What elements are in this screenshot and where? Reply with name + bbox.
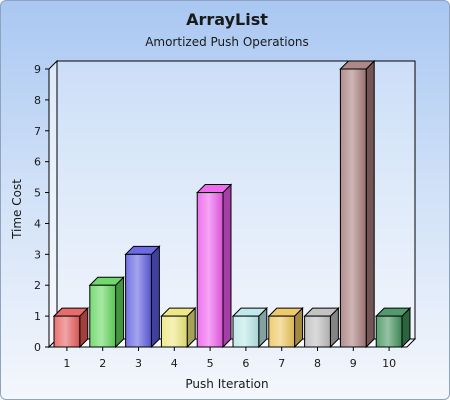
y-tick-label: 1 xyxy=(34,310,41,323)
x-tick-label: 6 xyxy=(242,357,249,370)
x-tick-label: 7 xyxy=(278,357,285,370)
bar xyxy=(231,306,268,349)
x-tick-label: 1 xyxy=(63,357,70,370)
y-tick-label: 3 xyxy=(34,248,41,261)
x-tick-label: 10 xyxy=(382,357,396,370)
x-tick-label: 2 xyxy=(99,357,106,370)
bar-front-face xyxy=(268,315,296,348)
x-tick-label: 4 xyxy=(171,357,178,370)
y-tick-label: 9 xyxy=(34,63,41,76)
bar-side-face xyxy=(150,245,160,349)
plot-side-wall xyxy=(48,59,58,349)
bar-front-face xyxy=(89,284,117,348)
x-tick-label: 5 xyxy=(207,357,214,370)
x-tick-label: 8 xyxy=(314,357,321,370)
x-tick-label: 3 xyxy=(135,357,142,370)
y-tick-label: 4 xyxy=(34,217,41,230)
bar-front-face xyxy=(196,192,224,348)
x-axis-title: Push Iteration xyxy=(185,377,268,391)
bar xyxy=(267,306,304,349)
bar-side-face xyxy=(115,276,125,349)
chart-title: ArrayList xyxy=(186,10,268,29)
y-tick-label: 8 xyxy=(34,94,41,107)
bar xyxy=(339,59,376,349)
y-tick-label: 0 xyxy=(34,341,41,354)
bar-front-face xyxy=(53,315,81,348)
y-tick-label: 6 xyxy=(34,156,41,169)
bar xyxy=(303,306,340,349)
x-tick-label: 9 xyxy=(350,357,357,370)
bar-side-face xyxy=(222,183,232,349)
bar-front-face xyxy=(125,253,152,348)
bar-front-face xyxy=(232,315,260,348)
chart-subtitle: Amortized Push Operations xyxy=(145,35,309,49)
bar-front-face xyxy=(304,315,331,348)
y-tick-label: 5 xyxy=(34,187,41,200)
y-tick-label: 7 xyxy=(34,125,41,138)
bar xyxy=(375,306,412,349)
bar-front-face xyxy=(375,315,403,348)
bar xyxy=(196,183,233,349)
bar xyxy=(88,276,125,349)
bar-front-face xyxy=(339,68,367,348)
y-tick-label: 2 xyxy=(34,279,41,292)
bar-front-face xyxy=(160,315,188,348)
bar xyxy=(160,306,197,349)
bars-group xyxy=(52,59,412,349)
bar xyxy=(52,306,89,349)
x-axis: 1 2 3 4 5 6 7 8 9 10 xyxy=(63,347,396,370)
y-axis-title: Time Cost xyxy=(10,179,24,240)
y-axis: 0 1 2 3 4 5 6 7 8 9 xyxy=(34,63,49,354)
bar-side-face xyxy=(365,59,375,349)
bar xyxy=(124,245,161,349)
